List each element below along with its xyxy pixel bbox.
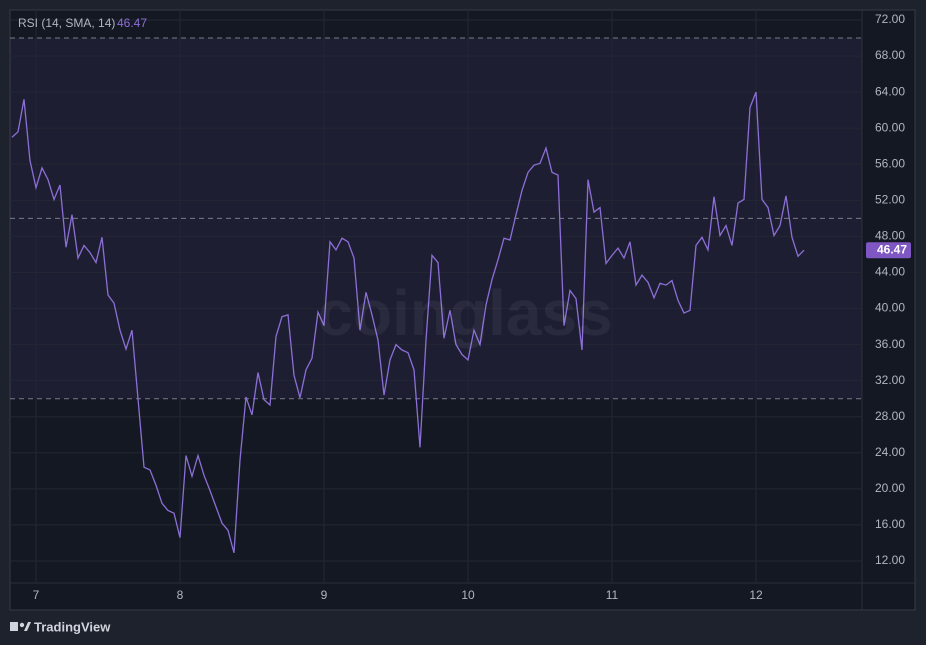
indicator-title: RSI (14, SMA, 14) — [18, 16, 115, 30]
x-tick-label: 10 — [461, 588, 475, 602]
watermark: coinglass — [317, 277, 612, 349]
rsi-line — [11, 91, 805, 554]
y-tick-label: 36.00 — [875, 337, 905, 351]
y-tick-label: 52.00 — [875, 193, 905, 207]
y-tick-label: 24.00 — [875, 445, 905, 459]
x-tick-label: 9 — [321, 588, 328, 602]
y-tick-label: 56.00 — [875, 156, 905, 170]
y-tick-label: 28.00 — [875, 409, 905, 423]
y-tick-label: 64.00 — [875, 84, 905, 98]
y-tick-label: 32.00 — [875, 373, 905, 387]
y-tick-label: 72.00 — [875, 12, 905, 26]
x-tick-label: 11 — [606, 588, 619, 602]
last-value-badge — [866, 242, 911, 259]
x-tick-label: 8 — [177, 588, 184, 602]
y-tick-label: 12.00 — [875, 553, 905, 567]
y-tick-label: 48.00 — [875, 229, 905, 243]
y-tick-label: 40.00 — [875, 301, 905, 315]
branding: TradingView — [34, 619, 111, 634]
x-tick-label: 12 — [749, 588, 763, 602]
y-tick-label: 60.00 — [875, 120, 905, 134]
pane — [9, 9, 916, 611]
indicator-value: 46.47 — [117, 16, 147, 30]
plot — [10, 10, 862, 583]
last-value-label: 46.47 — [877, 242, 907, 256]
y-tick-label: 44.00 — [875, 265, 905, 279]
logo — [10, 622, 31, 631]
x-tick-label: 7 — [33, 588, 40, 602]
y-tick-label: 20.00 — [875, 481, 905, 495]
y-tick-label: 68.00 — [875, 48, 905, 62]
y-tick-label: 16.00 — [875, 517, 905, 531]
